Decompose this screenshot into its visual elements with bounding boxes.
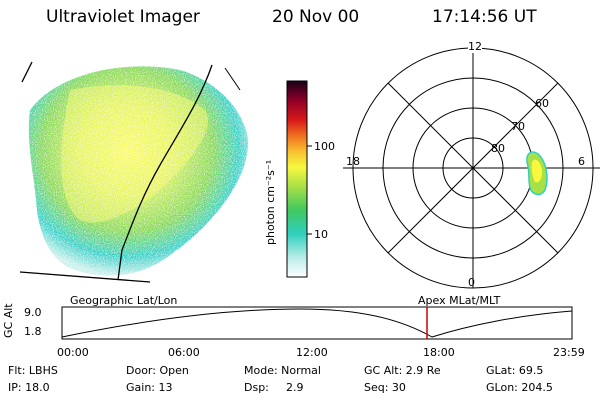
timeline-left-caption: Geographic Lat/Lon — [70, 294, 178, 307]
timeline-xtick-1800: 18:00 — [423, 346, 455, 359]
status-seq: Seq: 30 — [364, 381, 406, 394]
lat-label-80: 80 — [491, 142, 505, 155]
mlt-label-6: 6 — [578, 155, 585, 168]
status-door: Door: Open — [126, 364, 189, 377]
status-gain: Gain: 13 — [126, 381, 173, 394]
mlt-label-18: 18 — [346, 155, 360, 168]
timeline-xtick-0000: 00:00 — [57, 346, 89, 359]
auroral-image-geographic — [19, 60, 260, 283]
time-label: 17:14:56 UT — [432, 7, 537, 27]
mlt-label-0: 0 — [468, 276, 475, 289]
status-glon: GLon: 204.5 — [486, 381, 553, 394]
colorbar-gradient — [286, 80, 308, 278]
status-filter: Flt: LBHS — [8, 364, 58, 377]
timeline-xtick-1200: 12:00 — [296, 346, 328, 359]
status-mode: Mode: Normal — [244, 364, 321, 377]
map-tick-line — [224, 67, 241, 91]
timeline-axis-label: GC Alt — [2, 303, 15, 338]
altitude-timeline — [61, 306, 573, 340]
polar-mlt-plot — [343, 47, 600, 289]
meridian-diagonal — [387, 82, 559, 254]
lat-label-70: 70 — [511, 120, 525, 133]
colorbar-unit-label: photon cm⁻²s⁻¹ — [264, 159, 277, 245]
colorbar-tick-10: 10 — [314, 228, 328, 241]
instrument-title: Ultraviolet Imager — [46, 7, 200, 27]
timeline-right-caption: Apex MLat/MLT — [418, 294, 501, 307]
map-tick-line — [21, 61, 33, 83]
altitude-curve — [61, 308, 573, 338]
intensity-colorbar — [286, 80, 312, 278]
timeline-frame — [61, 306, 573, 340]
timeline-xtick-2359: 23:59 — [553, 346, 585, 359]
coastline-line — [117, 64, 213, 281]
lat-label-60: 60 — [535, 97, 549, 110]
map-border-line — [19, 271, 151, 283]
timeline-ytick-high: 9.0 — [24, 306, 42, 319]
aurora-projection-core — [531, 159, 543, 183]
status-ip: IP: 18.0 — [8, 381, 50, 394]
status-glat: GLat: 69.5 — [486, 364, 544, 377]
status-dsp-value: 2.9 — [286, 381, 304, 394]
status-dsp-label: Dsp: — [244, 381, 269, 394]
date-label: 20 Nov 00 — [272, 7, 360, 27]
timeline-xtick-0600: 06:00 — [168, 346, 200, 359]
mlt-label-12: 12 — [468, 40, 482, 53]
status-gc-alt: GC Alt: 2.9 Re — [364, 364, 441, 377]
timeline-ytick-low: 1.8 — [24, 325, 42, 338]
image-noise-texture — [20, 60, 260, 280]
colorbar-tick-100: 100 — [314, 140, 335, 153]
